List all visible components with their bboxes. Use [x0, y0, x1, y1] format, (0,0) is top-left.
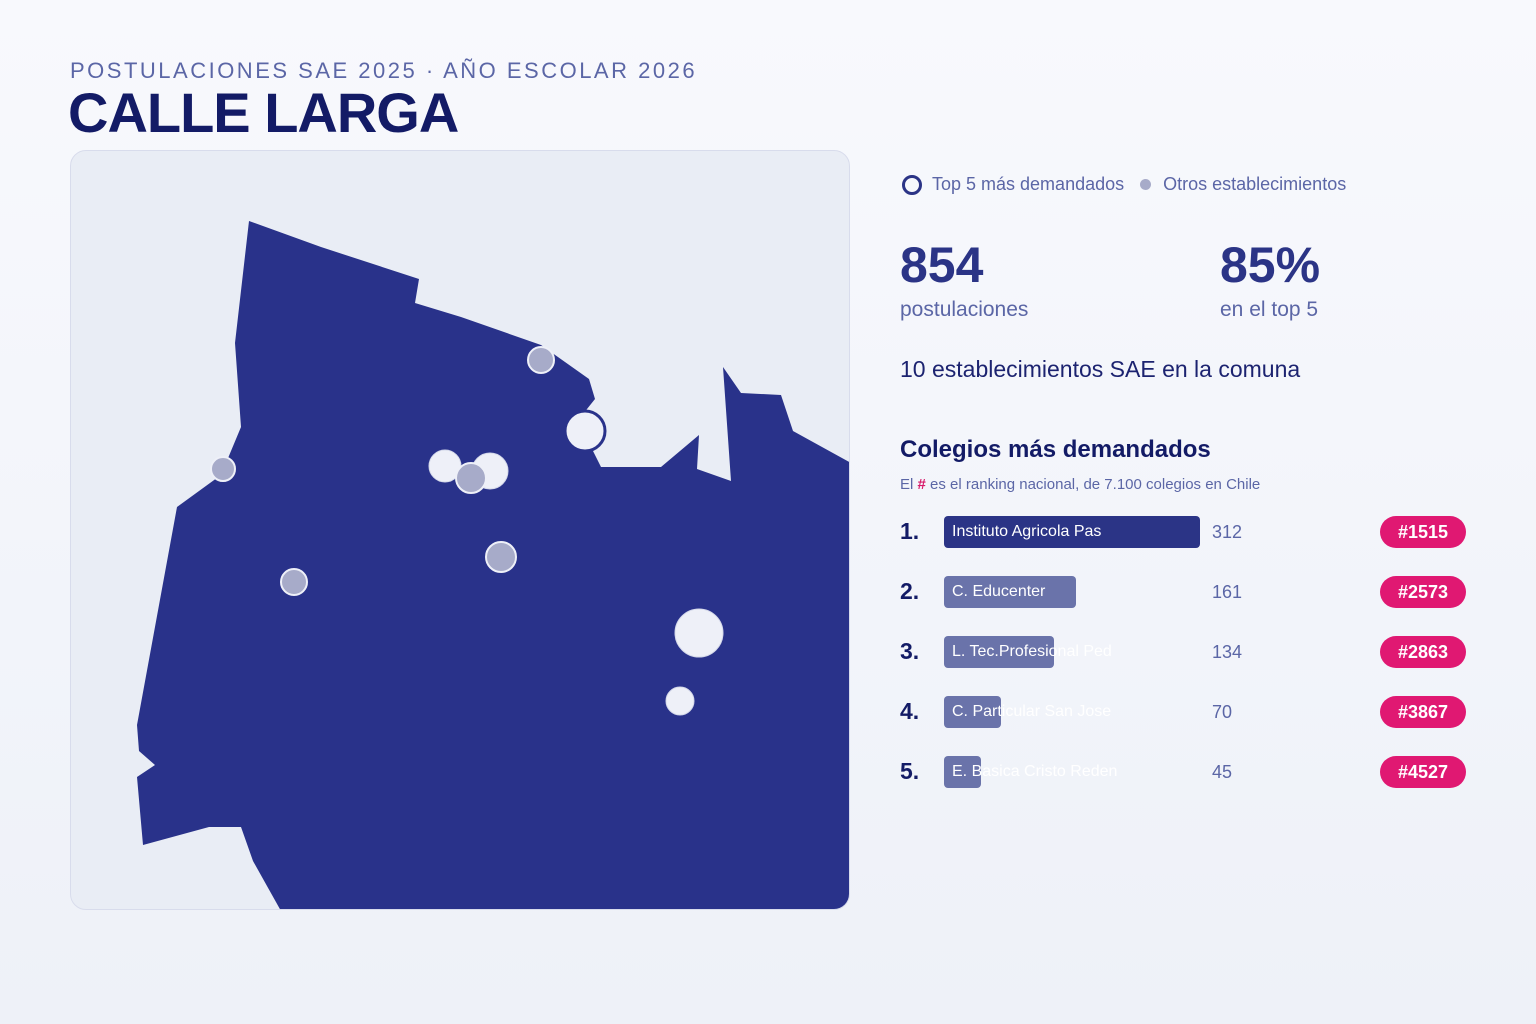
establishment-marker-top5[interactable] — [563, 409, 607, 453]
establishment-marker-top5[interactable] — [665, 686, 695, 716]
page-title: CALLE LARGA — [68, 81, 459, 144]
national-rank-badge: #1515 — [1380, 516, 1466, 548]
ranking-position: 4. — [900, 698, 920, 724]
top5-share-value: 85% — [1220, 237, 1321, 293]
map-legend: Top 5 más demandados Otros establecimien… — [902, 174, 1346, 195]
others-dot-icon — [1140, 179, 1152, 190]
ranking-bar — [944, 576, 1076, 608]
applications-count: 312 — [1212, 522, 1243, 542]
ranking-bar — [944, 636, 1054, 668]
ranking-note-hash: # — [917, 476, 926, 493]
ranking-position: 2. — [900, 578, 920, 604]
legend-top5-label: Top 5 más demandados — [932, 174, 1125, 194]
ranking-row[interactable]: 2. C. Educenter 161 #2573 — [900, 576, 1470, 608]
school-name: C. Educenter — [952, 583, 1046, 600]
ranking-position: 5. — [900, 758, 920, 784]
establishment-marker-other[interactable] — [210, 456, 236, 482]
national-rank-badge: #3867 — [1380, 696, 1466, 728]
ranking-bar — [944, 756, 981, 788]
school-name: C. Particular San Jose — [952, 703, 1112, 720]
top5-ring-icon — [902, 174, 922, 195]
national-rank-badge: #4527 — [1380, 756, 1466, 788]
establishment-marker-other[interactable] — [485, 541, 517, 573]
establishment-markers[interactable] — [210, 346, 724, 716]
ranking-row[interactable]: 5. E. Basica Cristo Reden 45 #4527 — [900, 756, 1470, 788]
ranking-title: Colegios más demandados — [900, 436, 1211, 463]
national-rank-badge: #2863 — [1380, 636, 1466, 668]
school-name: Instituto Agricola Pas — [952, 523, 1102, 540]
legend-others-label: Otros establecimientos — [1163, 174, 1347, 194]
applications-count: 161 — [1212, 582, 1243, 602]
ranking-bar — [944, 516, 1200, 548]
applications-count: 70 — [1212, 702, 1233, 722]
applications-count: 45 — [1212, 762, 1233, 782]
school-name: L. Tec.Profesional Ped — [952, 643, 1112, 660]
top5-share-label: en el top 5 — [1220, 298, 1319, 321]
school-name: E. Basica Cristo Reden — [952, 763, 1118, 780]
commune-map[interactable] — [71, 151, 850, 910]
ranking-row[interactable]: 1. Instituto Agricola Pas 312 #1515 — [900, 516, 1470, 548]
establishment-marker-other[interactable] — [280, 568, 308, 596]
establishment-marker-other[interactable] — [527, 346, 555, 374]
ranking-row[interactable]: 3. L. Tec.Profesional Ped 134 #2863 — [900, 636, 1470, 668]
applications-value: 854 — [900, 237, 984, 293]
applications-stat: 854 postulaciones — [900, 240, 1028, 322]
ranking-bar — [944, 696, 1001, 728]
top5-share-stat: 85% en el top 5 — [1220, 240, 1320, 322]
ranking-note: El # es el ranking nacional, de 7.100 co… — [900, 476, 1260, 493]
establishments-count: 10 establecimientos SAE en la comuna — [900, 356, 1301, 382]
ranking-position: 3. — [900, 638, 920, 664]
applications-label: postulaciones — [900, 298, 1029, 321]
ranking-position: 1. — [900, 518, 920, 544]
ranking-note-suffix: es el ranking nacional, de 7.100 colegio… — [930, 476, 1261, 493]
map-panel[interactable] — [70, 150, 850, 910]
applications-count: 134 — [1212, 642, 1243, 662]
ranking-row[interactable]: 4. C. Particular San Jose 70 #3867 — [900, 696, 1470, 728]
page-subtitle: POSTULACIONES SAE 2025 · AÑO ESCOLAR 202… — [70, 58, 698, 83]
ranking-note-prefix: El — [900, 476, 914, 493]
establishment-marker-top5[interactable] — [674, 608, 724, 658]
establishment-marker-other[interactable] — [455, 462, 487, 494]
national-rank-badge: #2573 — [1380, 576, 1466, 608]
